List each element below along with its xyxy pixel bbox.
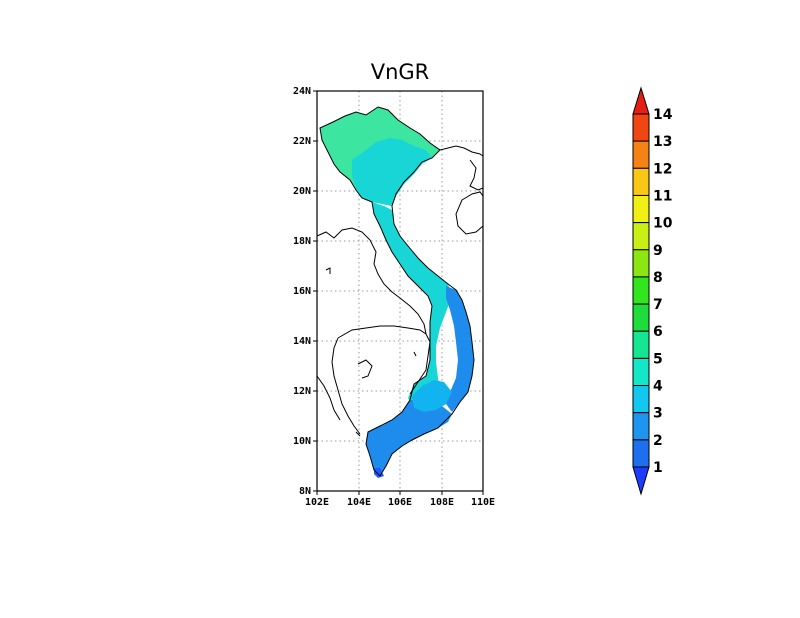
- lat-tick: 22N: [293, 136, 311, 147]
- lat-tick: 24N: [293, 86, 311, 97]
- lat-tick: 18N: [293, 236, 311, 247]
- field-south-tip: [374, 468, 384, 478]
- colorbar-box: [632, 194, 650, 224]
- colorbar-box: [632, 439, 650, 468]
- colorbar-box: [632, 140, 650, 169]
- china-coast: [439, 145, 484, 157]
- lon-tick: 102E: [305, 497, 329, 508]
- islands: [325, 267, 417, 437]
- field-coast-blue: [446, 286, 474, 412]
- colorbar-label: 14: [653, 107, 673, 123]
- lat-tick: 8N: [299, 486, 311, 497]
- borders: [316, 106, 484, 477]
- gulf-coast: [316, 375, 341, 421]
- colorbar-label: 11: [653, 188, 672, 204]
- vietnam-data-field: [320, 107, 474, 478]
- lon-tick: 104E: [347, 497, 371, 508]
- colorbar-label: 2: [653, 433, 663, 449]
- colorbar-box: [632, 222, 650, 251]
- colorbar-label: 1: [653, 460, 663, 476]
- map-title: VnGR: [371, 60, 430, 84]
- tick-marks: [313, 90, 484, 495]
- lon-labels: 102E 104E 106E 108E 110E: [305, 497, 495, 508]
- colorbar-extend-top: [632, 86, 650, 115]
- lat-labels: 8N 10N 12N 14N 16N 18N 20N 22N 24N: [293, 86, 311, 497]
- field-central-cyan: [372, 202, 452, 410]
- lon-tick: 108E: [430, 497, 454, 508]
- lat-tick: 10N: [293, 436, 311, 447]
- colorbar-box: [632, 385, 650, 414]
- lat-tick: 12N: [293, 386, 311, 397]
- colorbar-box: [632, 303, 650, 332]
- colorbar-box: [632, 113, 650, 142]
- colorbar-label: 6: [653, 324, 663, 340]
- laos-border: [316, 227, 427, 335]
- colorbar-box: [632, 276, 650, 305]
- map-panel: 8N 10N 12N 14N 16N 18N 20N 22N 24N 102E …: [293, 86, 495, 508]
- lon-tick: 106E: [388, 497, 412, 508]
- cambodia-border: [337, 325, 431, 395]
- colorbar-label: 4: [653, 379, 663, 395]
- colorbar-label: 5: [653, 351, 663, 367]
- colorbar-box: [632, 167, 650, 196]
- lon-tick: 110E: [471, 497, 495, 508]
- lat-tick: 16N: [293, 286, 311, 297]
- colorbar-label: 3: [653, 406, 663, 422]
- field-south-lightblue: [412, 380, 452, 412]
- colorbar-label: 10: [653, 216, 673, 232]
- colorbar-label: 9: [653, 243, 663, 259]
- vietnam-border: [319, 106, 475, 477]
- colorbar-box: [632, 330, 650, 359]
- colorbar-box: [632, 412, 650, 441]
- colorbar-box: [632, 249, 650, 278]
- colorbar-label: 8: [653, 270, 663, 286]
- thailand-coast: [331, 337, 361, 435]
- colorbar-extend-bottom: [632, 466, 650, 496]
- colorbar-label: 7: [653, 297, 663, 313]
- field-north-cyan: [352, 138, 432, 206]
- colorbar-label: 13: [653, 134, 672, 150]
- china-coast-2: [469, 159, 484, 191]
- colorbar-box: [632, 357, 650, 387]
- field-south-blue: [366, 398, 452, 476]
- hainan-island: [455, 191, 484, 235]
- lat-tick: 14N: [293, 336, 311, 347]
- lat-tick: 20N: [293, 186, 311, 197]
- colorbar-label: 12: [653, 161, 672, 177]
